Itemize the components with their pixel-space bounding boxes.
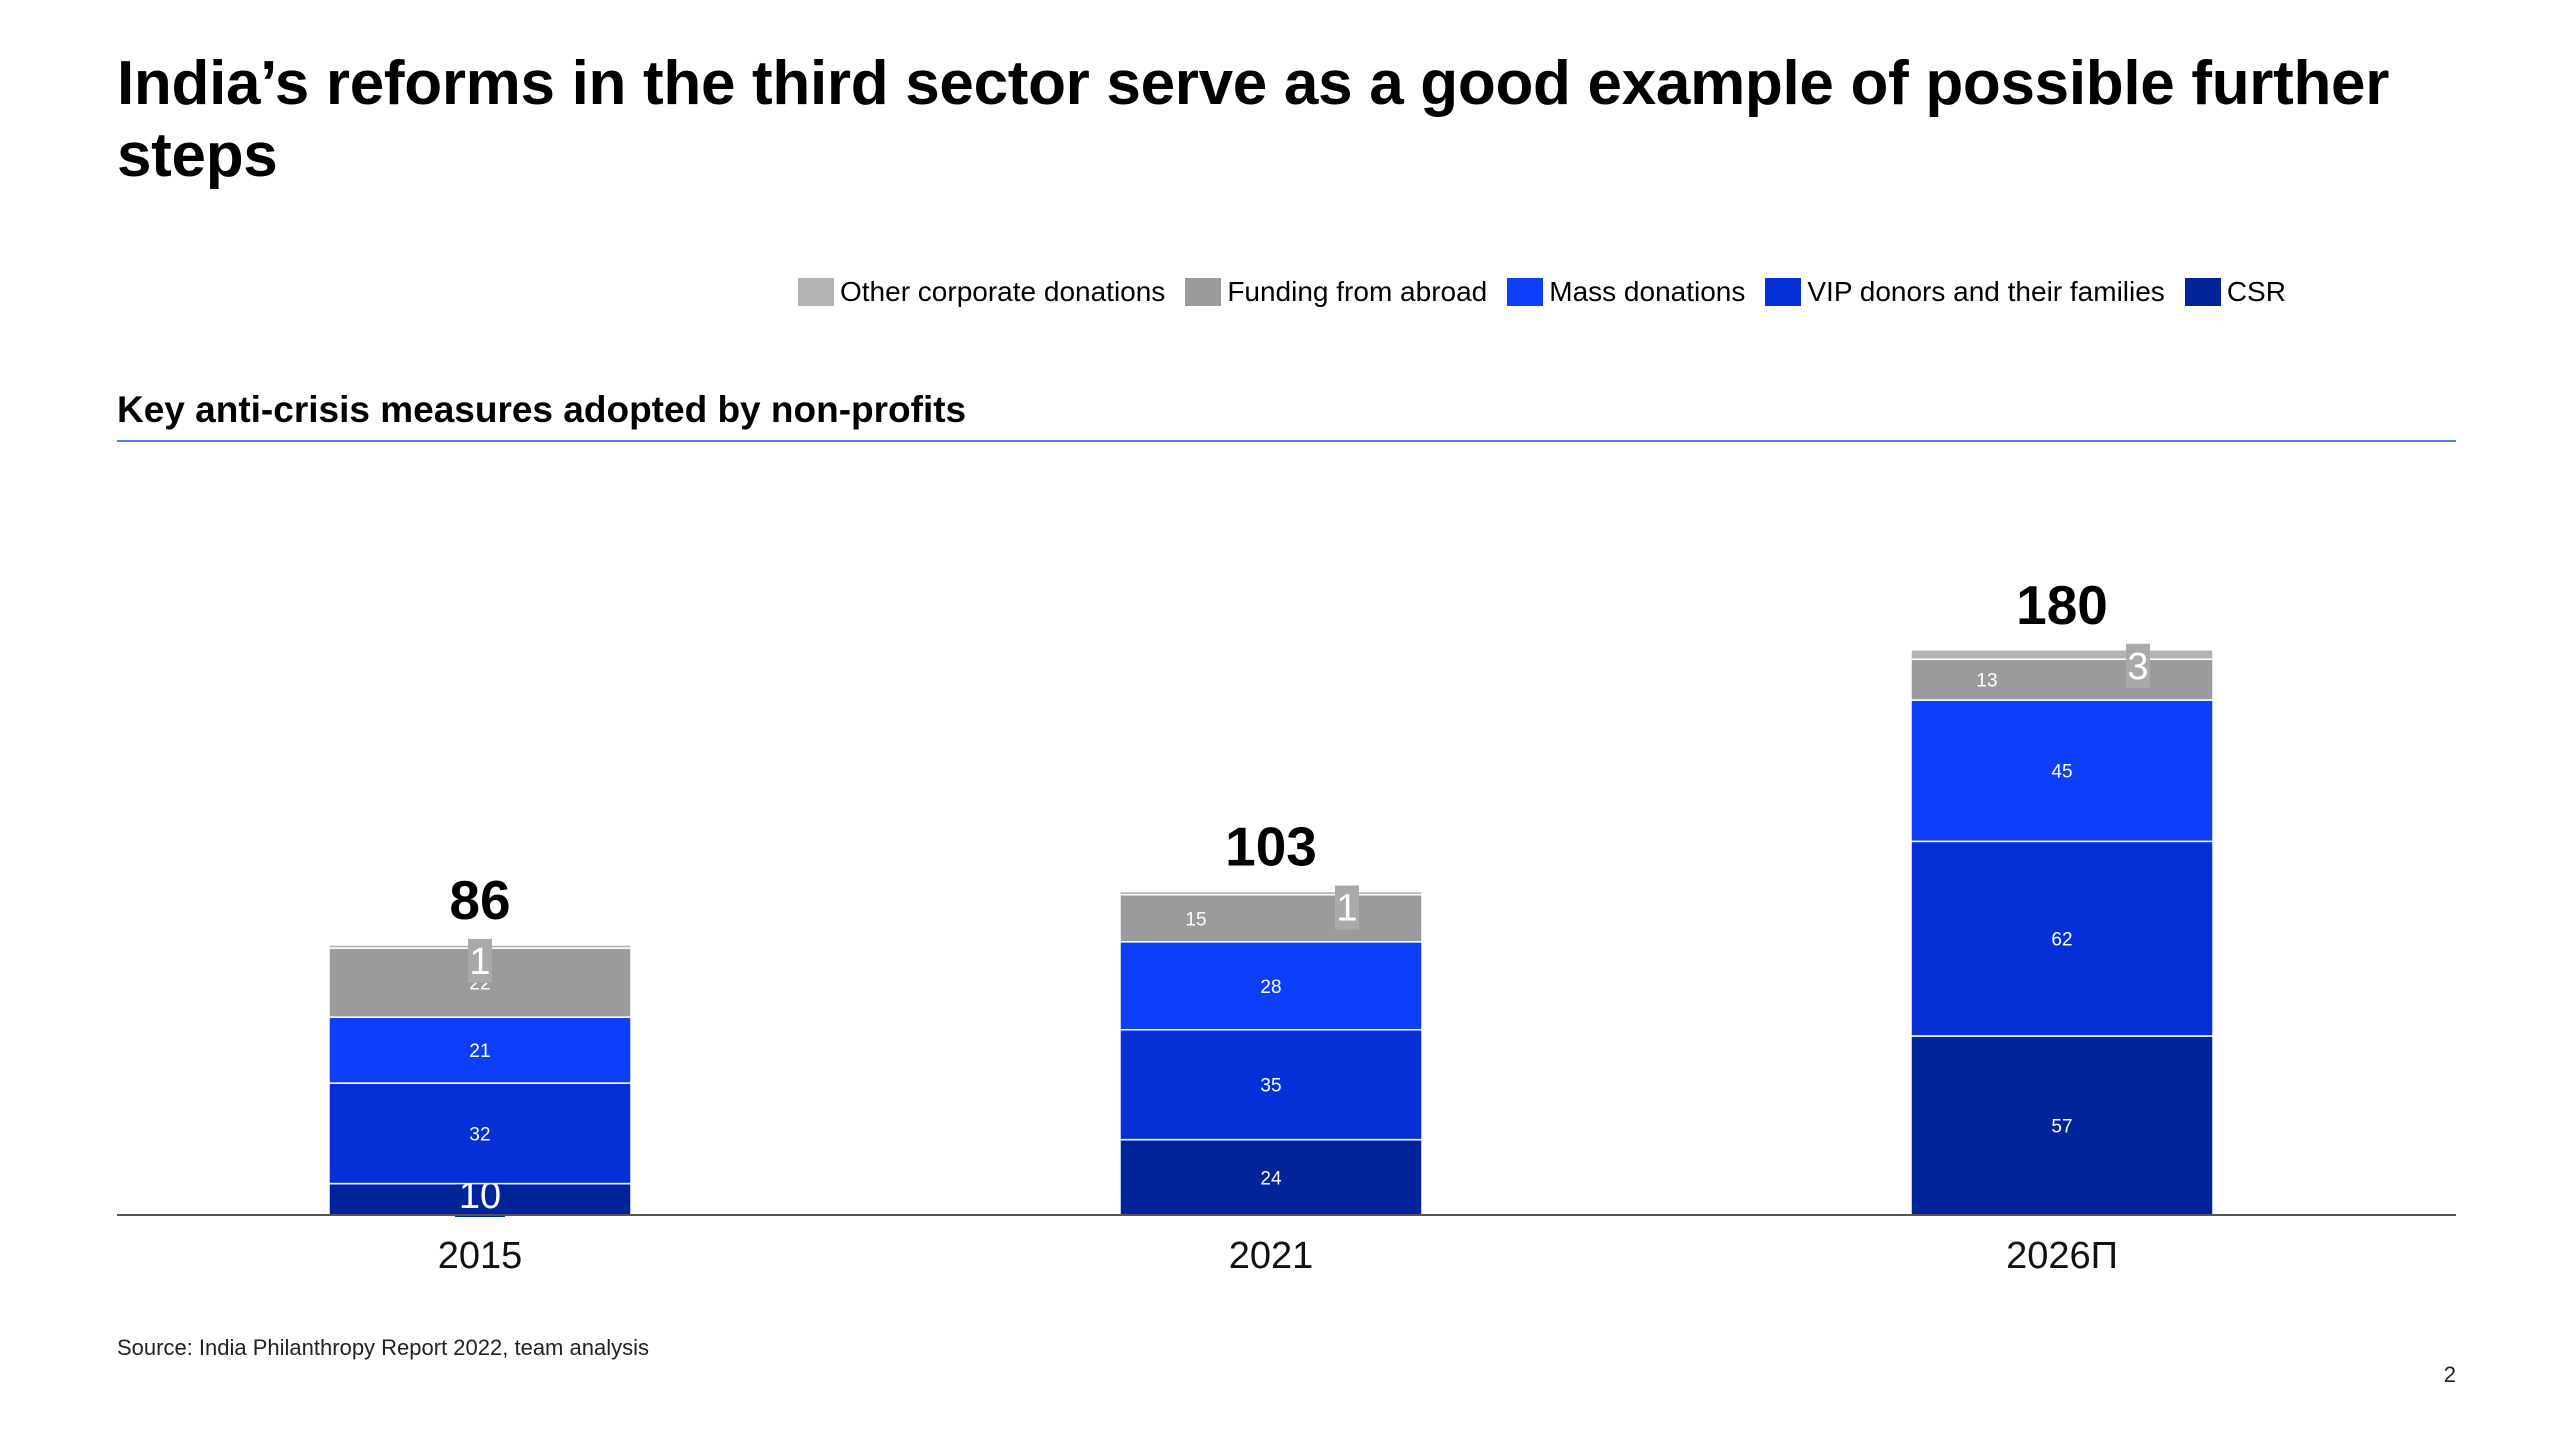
bar-segment-mass-donations-2026	[1910, 699, 2214, 843]
data-label-funding-from-abroad-2026: 13	[1976, 671, 1997, 692]
bar-segment-vip-donors-and-their-families-2026	[1910, 840, 2214, 1037]
legend-swatch-abroad	[1185, 278, 1222, 306]
subtitle-rule	[117, 440, 2456, 442]
x-tick-label-2015: 2015	[438, 1235, 523, 1277]
slide-title: India’s reforms in the third sector serv…	[117, 49, 2390, 190]
data-label-vip-donors-and-their-families-2015: 32	[469, 1124, 490, 1145]
bar-segment-csr-2021	[1119, 1138, 1423, 1216]
data-label-vip-donors-and-their-families-2021: 35	[1260, 1076, 1281, 1097]
legend-item-other-corporate: Other corporate donations	[798, 276, 1165, 308]
legend-item-abroad: Funding from abroad	[1185, 276, 1487, 308]
data-label-mass-donations-2026: 45	[2051, 762, 2072, 783]
source-note: Source: India Philanthropy Report 2022, …	[117, 1335, 649, 1360]
bar-segment-vip-donors-and-their-families-2021	[1119, 1028, 1423, 1141]
data-label-other-corporate-donations-2021: 1	[1336, 888, 1357, 930]
page-number: 2	[2443, 1362, 2456, 1387]
legend-item-vip: VIP donors and their families	[1765, 276, 2165, 308]
total-label-2026: 180	[2016, 574, 2108, 636]
chart-subtitle: Key anti-crisis measures adopted by non-…	[117, 389, 967, 430]
data-label-other-corporate-donations-2015: 1	[469, 941, 490, 983]
bar-segment-mass-donations-2015	[328, 1016, 632, 1084]
bar-segment-other-corporate-donations-2026	[1910, 649, 2214, 660]
legend-label-other-corporate: Other corporate donations	[840, 276, 1166, 307]
chart-legend: Other corporate donations Funding from a…	[798, 272, 2286, 312]
x-tick-label-2026: 2026П	[2006, 1235, 2118, 1277]
bar-segment-csr-2026	[1910, 1035, 2214, 1216]
bar-segment-vip-donors-and-their-families-2015	[328, 1082, 632, 1185]
legend-label-mass: Mass donations	[1549, 276, 1746, 307]
total-label-2021: 103	[1225, 816, 1317, 878]
legend-label-csr: CSR	[2226, 276, 2286, 307]
data-label-mass-donations-2021: 28	[1260, 977, 1281, 998]
data-label-csr-2026: 57	[2051, 1117, 2072, 1138]
data-label-mass-donations-2015: 21	[469, 1041, 490, 1062]
data-label-funding-from-abroad-2021: 15	[1185, 909, 1206, 930]
bar-segment-other-corporate-donations-2021	[1119, 890, 1423, 896]
legend-swatch-csr	[2184, 278, 2221, 306]
data-label-other-corporate-donations-2026: 3	[2127, 646, 2148, 688]
legend-item-mass: Mass donations	[1507, 276, 1745, 308]
data-label-badge-other-corporate-donations-2026	[2126, 643, 2150, 688]
legend-label-vip: VIP donors and their families	[1807, 276, 2165, 307]
data-label-csr-2021: 24	[1260, 1168, 1282, 1189]
legend-label-abroad: Funding from abroad	[1227, 276, 1488, 307]
data-label-badge-other-corporate-donations-2015	[468, 938, 492, 983]
bar-segment-funding-from-abroad-2021	[1119, 893, 1423, 943]
x-tick-label-2021: 2021	[1229, 1235, 1314, 1277]
bar-segment-funding-from-abroad-2026	[1910, 658, 2214, 701]
legend-swatch-vip	[1765, 278, 1802, 306]
data-label-badge-other-corporate-donations-2021	[1335, 885, 1359, 930]
legend-item-csr: CSR	[2184, 276, 2286, 308]
data-label-vip-donors-and-their-families-2026: 62	[2051, 930, 2072, 951]
legend-swatch-other-corporate	[798, 278, 834, 306]
legend-swatch-mass	[1507, 278, 1544, 306]
bar-segment-mass-donations-2021	[1119, 941, 1423, 1031]
total-label-2015: 86	[449, 869, 510, 931]
